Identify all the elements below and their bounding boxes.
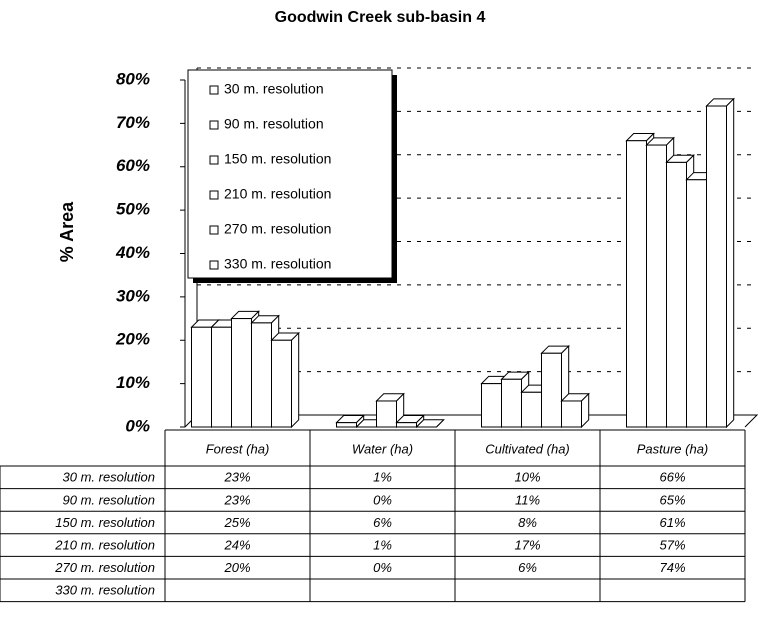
table-cell: 66% xyxy=(659,470,685,485)
bar xyxy=(251,322,272,428)
table-cell: 23% xyxy=(223,470,250,485)
legend-swatch xyxy=(209,260,219,270)
legend-label: 330 m. resolution xyxy=(224,256,331,272)
bar xyxy=(501,378,522,428)
legend-label: 210 m. resolution xyxy=(224,186,331,202)
x-tick-label: Forest (ha) xyxy=(206,441,270,456)
y-tick-label: 0% xyxy=(125,416,150,435)
table-cell: 25% xyxy=(223,515,250,530)
legend-swatch xyxy=(209,155,219,165)
bar xyxy=(231,318,252,428)
table-cell: 61% xyxy=(659,515,685,530)
bar xyxy=(481,383,502,428)
y-tick-label: 10% xyxy=(116,373,150,392)
y-tick-label: 50% xyxy=(116,200,150,219)
bar xyxy=(191,326,212,428)
y-axis-label: % Area xyxy=(57,201,77,262)
row-label: 150 m. resolution xyxy=(55,515,155,530)
legend-swatch xyxy=(209,190,219,200)
bar xyxy=(686,179,707,428)
table-cell: 8% xyxy=(518,515,537,530)
chart-title: Goodwin Creek sub-basin 4 xyxy=(275,9,486,26)
table-cell: 0% xyxy=(373,492,392,507)
legend-swatch xyxy=(209,120,219,130)
y-tick-label: 20% xyxy=(115,330,150,349)
legend-label: 150 m. resolution xyxy=(224,151,331,167)
bar-side xyxy=(436,419,445,428)
bar xyxy=(626,140,647,428)
y-tick-label: 80% xyxy=(116,69,150,88)
y-tick-label: 40% xyxy=(115,243,150,262)
legend-swatch xyxy=(209,225,219,235)
legend-swatch xyxy=(209,85,219,95)
legend-label: 270 m. resolution xyxy=(224,221,331,237)
table-cell: 20% xyxy=(223,560,250,575)
row-label: 90 m. resolution xyxy=(63,492,156,507)
table-cell: 1% xyxy=(373,470,392,485)
row-label: 270 m. resolution xyxy=(54,560,155,575)
table-cell: 6% xyxy=(518,560,537,575)
y-tick-label: 60% xyxy=(116,156,150,175)
bar xyxy=(666,161,687,428)
table-cell: 11% xyxy=(515,492,540,507)
x-tick-label: Pasture (ha) xyxy=(637,441,709,456)
bar xyxy=(561,400,582,428)
table-cell: 24% xyxy=(223,538,250,553)
row-label: 330 m. resolution xyxy=(55,583,155,598)
table-cell: 6% xyxy=(373,515,392,530)
table-cell: 65% xyxy=(659,492,685,507)
x-tick-label: Cultivated (ha) xyxy=(485,441,570,456)
bar xyxy=(271,339,292,428)
y-tick-label: 70% xyxy=(116,113,150,132)
bar xyxy=(541,352,562,428)
bar xyxy=(646,144,667,428)
bar xyxy=(336,422,357,428)
bar xyxy=(706,105,727,428)
row-label: 210 m. resolution xyxy=(54,538,155,553)
bar xyxy=(376,400,397,428)
bar-side xyxy=(291,331,300,429)
table-cell: 23% xyxy=(223,492,250,507)
bar xyxy=(396,422,417,428)
table-cell: 10% xyxy=(514,470,540,485)
x-tick-label: Water (ha) xyxy=(352,441,413,456)
bar xyxy=(211,326,232,428)
bar-side xyxy=(726,97,735,429)
y-tick-label: 30% xyxy=(116,286,150,305)
table-cell: 57% xyxy=(659,538,685,553)
bar xyxy=(521,391,542,428)
table-cell: 0% xyxy=(373,560,392,575)
legend-label: 30 m. resolution xyxy=(224,81,324,97)
table-cell: 1% xyxy=(373,538,392,553)
legend xyxy=(187,69,393,279)
table-cell: 17% xyxy=(514,538,540,553)
legend-label: 90 m. resolution xyxy=(224,116,324,132)
table-cell: 74% xyxy=(659,560,685,575)
row-label: 30 m. resolution xyxy=(63,470,156,485)
